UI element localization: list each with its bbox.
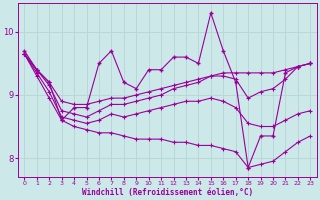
X-axis label: Windchill (Refroidissement éolien,°C): Windchill (Refroidissement éolien,°C) [82, 188, 253, 197]
